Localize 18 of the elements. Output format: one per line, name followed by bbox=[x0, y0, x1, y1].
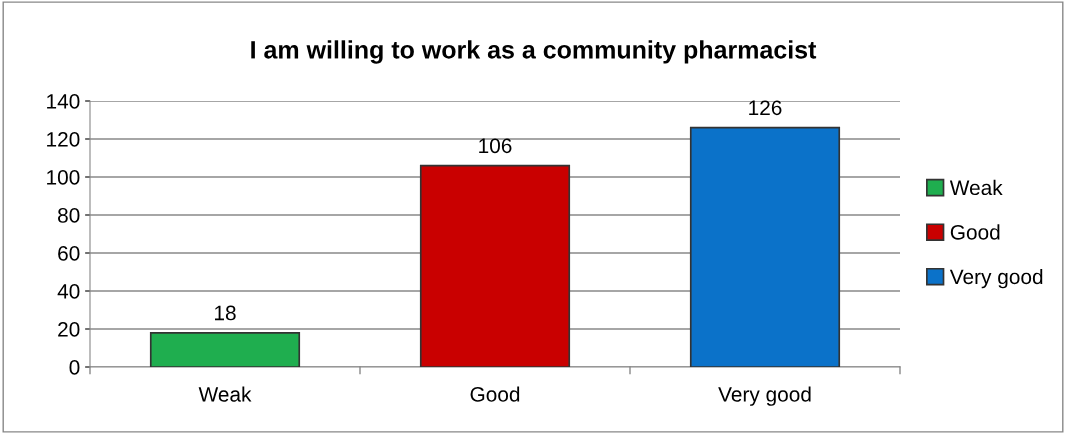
y-tick-label: 40 bbox=[57, 284, 80, 299]
data-label: 126 bbox=[749, 100, 782, 116]
y-tick-label: 80 bbox=[58, 208, 80, 223]
y-tick-label: 120 bbox=[47, 132, 80, 147]
legend-label: Weak bbox=[949, 179, 1003, 196]
y-tick-label: 140 bbox=[47, 94, 80, 109]
x-tick-label: Good bbox=[470, 386, 520, 402]
y-tick-label: 0 bbox=[69, 360, 80, 375]
data-label: 106 bbox=[479, 138, 512, 154]
legend-label: Good bbox=[950, 224, 1000, 240]
y-tick-label: 20 bbox=[58, 322, 80, 337]
y-tick-label: 60 bbox=[58, 246, 80, 261]
y-tick-label: 100 bbox=[47, 170, 80, 185]
x-tick-label: Weak bbox=[198, 386, 252, 402]
data-label: 18 bbox=[215, 305, 236, 321]
chart-title: I am willing to work as a community pharmacist bbox=[251, 40, 817, 64]
x-tick-label: Very good bbox=[718, 386, 811, 406]
legend-label: Very good bbox=[949, 268, 1043, 289]
